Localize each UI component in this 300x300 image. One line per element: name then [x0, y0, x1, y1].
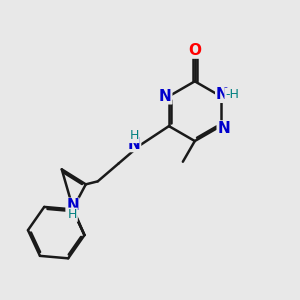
Text: -H: -H	[225, 88, 239, 101]
Text: N: N	[159, 89, 172, 104]
Text: N: N	[128, 136, 140, 152]
Text: N: N	[216, 87, 229, 102]
Text: H: H	[130, 130, 139, 142]
Text: O: O	[188, 43, 201, 58]
Text: N: N	[217, 121, 230, 136]
Text: H: H	[68, 208, 77, 221]
Text: N: N	[66, 198, 79, 213]
